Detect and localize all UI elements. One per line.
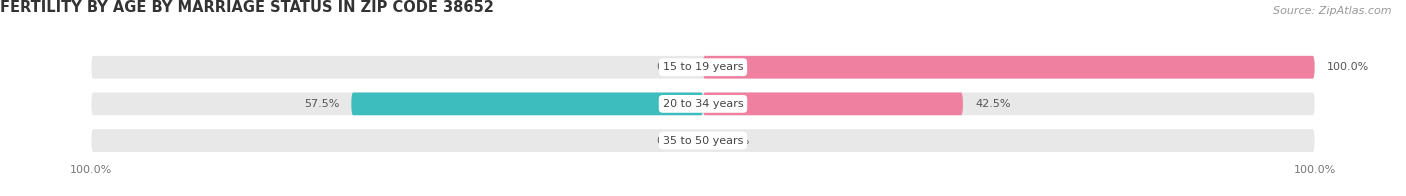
FancyBboxPatch shape [91,93,1315,115]
Text: 42.5%: 42.5% [976,99,1011,109]
FancyBboxPatch shape [703,93,963,115]
Text: 57.5%: 57.5% [304,99,339,109]
Text: 35 to 50 years: 35 to 50 years [662,136,744,146]
Text: 15 to 19 years: 15 to 19 years [662,62,744,72]
Text: 20 to 34 years: 20 to 34 years [662,99,744,109]
Text: 0.0%: 0.0% [657,62,685,72]
FancyBboxPatch shape [91,56,1315,79]
FancyBboxPatch shape [703,56,1315,79]
Text: Source: ZipAtlas.com: Source: ZipAtlas.com [1274,6,1392,16]
Text: FERTILITY BY AGE BY MARRIAGE STATUS IN ZIP CODE 38652: FERTILITY BY AGE BY MARRIAGE STATUS IN Z… [0,0,494,15]
Text: 0.0%: 0.0% [721,136,749,146]
Text: 0.0%: 0.0% [657,136,685,146]
Text: 100.0%: 100.0% [1327,62,1369,72]
FancyBboxPatch shape [352,93,703,115]
FancyBboxPatch shape [91,129,1315,152]
